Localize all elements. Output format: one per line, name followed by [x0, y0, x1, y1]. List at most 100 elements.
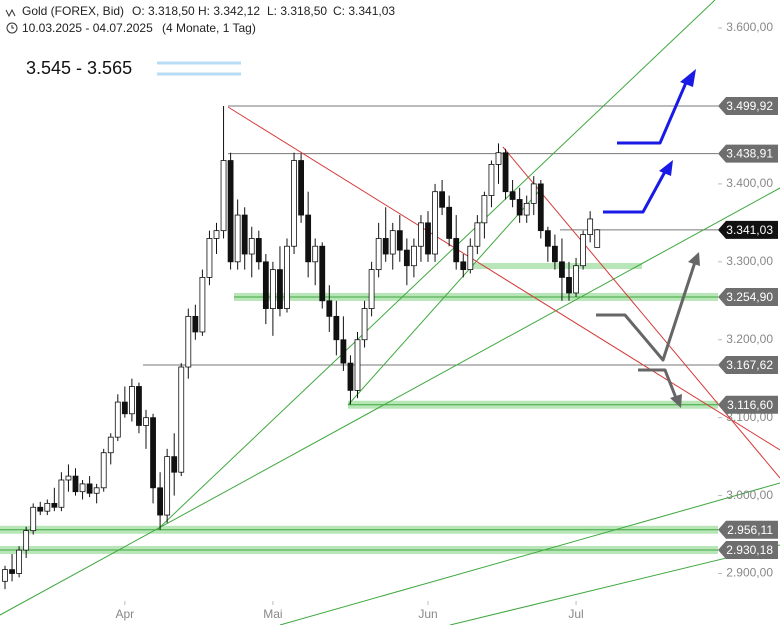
support-band — [470, 263, 642, 269]
candle-body — [114, 401, 121, 438]
candle-body — [93, 487, 100, 494]
candle-body — [128, 386, 135, 415]
candle-body — [446, 206, 453, 239]
candle-body — [509, 191, 516, 200]
candle-body — [516, 199, 523, 216]
price-tag-label: 3.254,90 — [726, 290, 773, 304]
candle-body — [587, 218, 594, 235]
candle-body — [305, 214, 312, 263]
price-tag — [718, 287, 778, 306]
candle-body — [298, 160, 305, 216]
candle-body — [354, 339, 361, 391]
candle-body — [2, 569, 8, 582]
trend-line — [0, 187, 780, 616]
candle-body — [347, 362, 354, 391]
x-tick-label: Jul — [568, 607, 583, 621]
candle-body — [199, 277, 206, 333]
arrow — [596, 261, 697, 362]
price-tag-label: 2.956,11 — [727, 523, 773, 537]
price-tag-label: 3.116,60 — [727, 398, 773, 412]
price-tag-label: 3.499,92 — [726, 99, 773, 113]
candle-body — [30, 506, 37, 532]
price-tag-label: 3.438,91 — [726, 147, 773, 161]
candle-body — [410, 245, 417, 267]
price-tag — [718, 97, 778, 116]
candle-body — [389, 230, 396, 255]
trend-line — [449, 544, 780, 625]
candle-body — [573, 265, 579, 294]
x-tick-label: Jun — [418, 607, 437, 621]
y-tick-label: 3.600,00 — [726, 20, 773, 34]
arrow — [617, 77, 690, 145]
candle-body — [157, 487, 164, 516]
y-tick-label: 3.300,00 — [726, 254, 773, 268]
candle-body — [439, 191, 446, 208]
price-tag — [718, 540, 778, 559]
ohlc-high: H: 3.342,12 — [198, 4, 260, 18]
candle-body — [164, 456, 171, 516]
instrument: Gold (FOREX, Bid) — [22, 4, 124, 18]
y-tick-label: 3.200,00 — [726, 332, 773, 346]
candle-body — [523, 202, 530, 216]
y-tick-label: 2.900,00 — [726, 566, 773, 580]
trend-line — [347, 189, 541, 406]
candle-body — [382, 238, 389, 255]
candle-body — [51, 502, 58, 508]
ohlc-open: O: 3.318,50 — [132, 4, 195, 18]
candle-body — [312, 245, 319, 263]
candle-body — [277, 269, 283, 309]
candle-body — [453, 238, 460, 263]
price-tag-label: 3.167,62 — [726, 358, 773, 372]
chart-icon — [5, 8, 16, 18]
candle-body — [544, 230, 551, 247]
trend-line — [227, 106, 780, 451]
arrow — [603, 167, 669, 214]
ohlc-low: L: 3.318,50 — [267, 4, 327, 18]
candle-body — [537, 183, 544, 232]
candle-body — [79, 483, 86, 493]
price-tag — [718, 395, 778, 414]
x-tick-label: Mai — [263, 607, 282, 621]
candle-body — [72, 475, 79, 493]
candle-body — [460, 261, 467, 271]
candle-body — [396, 230, 403, 251]
candle-body — [241, 214, 248, 255]
candle-body — [16, 549, 23, 574]
ohlc-close: C: 3.341,03 — [333, 4, 395, 18]
candle-body — [502, 152, 509, 193]
x-tick-label: Apr — [116, 607, 135, 621]
candle-body — [255, 238, 262, 263]
candle-body — [121, 401, 128, 415]
candle-body — [340, 339, 347, 364]
candle-body — [488, 164, 495, 196]
candle-body — [185, 315, 192, 368]
y-tick-label: 3.400,00 — [726, 176, 773, 190]
price-tag — [718, 355, 778, 374]
candle-body — [171, 456, 178, 473]
candle-body — [248, 238, 255, 255]
clock-hand — [11, 25, 14, 29]
candle-body — [234, 214, 241, 263]
candle-body — [86, 483, 93, 494]
candle-body — [552, 245, 558, 263]
candle-body — [178, 366, 185, 473]
arrows — [596, 69, 700, 408]
candle-body — [403, 249, 410, 267]
price-tag-label: 2.930,18 — [726, 543, 773, 557]
candle-body — [9, 569, 15, 574]
trend-line — [502, 146, 780, 479]
clock-icon — [6, 22, 18, 34]
candle-body — [23, 530, 30, 551]
arrow-head — [680, 69, 696, 87]
candle-body — [107, 436, 114, 454]
candle-body — [361, 308, 368, 341]
candle-body — [213, 230, 220, 239]
candle-body — [291, 160, 297, 247]
candle-body — [333, 315, 340, 341]
candle-body — [495, 152, 502, 165]
period: (4 Monate, 1 Tag) — [162, 21, 256, 35]
candle-body — [44, 502, 51, 512]
candle-body — [594, 229, 601, 248]
candle-body — [375, 238, 382, 271]
